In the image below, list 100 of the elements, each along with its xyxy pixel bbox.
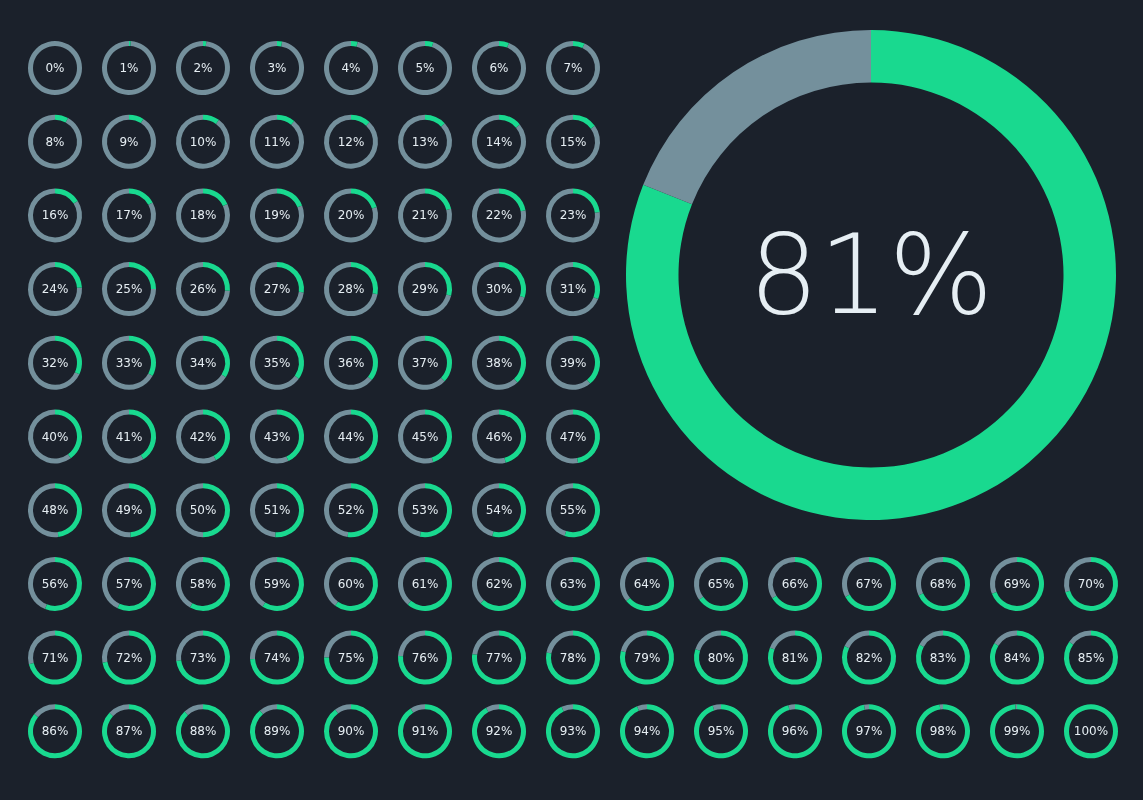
data-label: 72% bbox=[115, 650, 143, 665]
data-label: 70% bbox=[1077, 576, 1105, 591]
data-label: 67% bbox=[855, 576, 883, 591]
data-label: 92% bbox=[485, 724, 513, 739]
data-label: 100% bbox=[1073, 724, 1109, 739]
data-label: 35% bbox=[263, 355, 291, 370]
data-label: 3% bbox=[267, 61, 287, 75]
data-label: 7% bbox=[563, 61, 583, 75]
data-label: 97% bbox=[855, 724, 883, 739]
data-label: 14% bbox=[485, 134, 513, 149]
data-label: 99% bbox=[1003, 724, 1031, 739]
data-label: 37% bbox=[411, 355, 439, 370]
data-label: 8% bbox=[45, 134, 65, 149]
data-label: 1% bbox=[119, 61, 139, 75]
data-label: 68% bbox=[929, 576, 957, 591]
data-label: 41% bbox=[115, 429, 143, 444]
data-label: 64% bbox=[633, 576, 661, 591]
data-label: 58% bbox=[189, 576, 217, 591]
data-label: 22% bbox=[485, 208, 513, 223]
data-label: 89% bbox=[263, 724, 291, 739]
data-label: 28% bbox=[337, 282, 365, 297]
data-label: 76% bbox=[411, 650, 439, 665]
data-label: 5% bbox=[415, 61, 435, 75]
data-label: 45% bbox=[411, 429, 439, 444]
data-label: 24% bbox=[41, 282, 69, 297]
data-label: 69% bbox=[1003, 576, 1031, 591]
data-label: 74% bbox=[263, 650, 291, 665]
data-label: 85% bbox=[1077, 650, 1105, 665]
data-label: 65% bbox=[707, 576, 735, 591]
data-label: 4% bbox=[341, 61, 361, 75]
data-label: 46% bbox=[485, 429, 513, 444]
data-label: 36% bbox=[337, 355, 365, 370]
data-label: 98% bbox=[929, 724, 957, 739]
data-label: 96% bbox=[781, 724, 809, 739]
data-label: 30% bbox=[485, 282, 513, 297]
data-label: 90% bbox=[337, 724, 365, 739]
text: 81% bbox=[748, 211, 994, 339]
data-label: 17% bbox=[115, 208, 143, 223]
data-label: 25% bbox=[115, 282, 143, 297]
data-label: 38% bbox=[485, 355, 513, 370]
data-label: 2% bbox=[193, 61, 213, 75]
data-label: 20% bbox=[337, 208, 365, 223]
data-label: 82% bbox=[855, 650, 883, 665]
data-label: 13% bbox=[411, 134, 439, 149]
data-label: 40% bbox=[41, 429, 69, 444]
data-label: 39% bbox=[559, 355, 587, 370]
data-label: 6% bbox=[489, 61, 509, 75]
data-label: 33% bbox=[115, 355, 143, 370]
data-label: 42% bbox=[189, 429, 217, 444]
data-label: 27% bbox=[263, 282, 291, 297]
data-label: 16% bbox=[41, 208, 69, 223]
data-label: 10% bbox=[189, 134, 217, 149]
data-label: 18% bbox=[189, 208, 217, 223]
data-label: 31% bbox=[559, 282, 587, 297]
data-label: 75% bbox=[337, 650, 365, 665]
data-label: 93% bbox=[559, 724, 587, 739]
data-label: 83% bbox=[929, 650, 957, 665]
data-label: 49% bbox=[115, 503, 143, 518]
data-label: 57% bbox=[115, 576, 143, 591]
data-label: 78% bbox=[559, 650, 587, 665]
data-label: 63% bbox=[559, 576, 587, 591]
data-label: 87% bbox=[115, 724, 143, 739]
data-label: 91% bbox=[411, 724, 439, 739]
data-label: 23% bbox=[559, 208, 587, 223]
data-label: 11% bbox=[263, 134, 291, 149]
data-label: 34% bbox=[189, 355, 217, 370]
data-label: 94% bbox=[633, 724, 661, 739]
data-label: 80% bbox=[707, 650, 735, 665]
data-label: 47% bbox=[559, 429, 587, 444]
data-label: 19% bbox=[263, 208, 291, 223]
data-label: 9% bbox=[119, 134, 139, 149]
data-label: 86% bbox=[41, 724, 69, 739]
data-label: 95% bbox=[707, 724, 735, 739]
data-label: 88% bbox=[189, 724, 217, 739]
data-label: 71% bbox=[41, 650, 69, 665]
data-label: 54% bbox=[485, 503, 513, 518]
data-label: 0% bbox=[45, 61, 65, 75]
data-label: 50% bbox=[189, 503, 217, 518]
data-label: 21% bbox=[411, 208, 439, 223]
data-label: 66% bbox=[781, 576, 809, 591]
data-label: 62% bbox=[485, 576, 513, 591]
data-label: 26% bbox=[189, 282, 217, 297]
data-label: 15% bbox=[559, 134, 587, 149]
data-label: 60% bbox=[337, 576, 365, 591]
data-label: 81% bbox=[781, 650, 809, 665]
data-label: 79% bbox=[633, 650, 661, 665]
data-label: 43% bbox=[263, 429, 291, 444]
data-label: 32% bbox=[41, 355, 69, 370]
data-label: 53% bbox=[411, 503, 439, 518]
data-label: 56% bbox=[41, 576, 69, 591]
data-label: 51% bbox=[263, 503, 291, 518]
data-label: 44% bbox=[337, 429, 365, 444]
data-label: 61% bbox=[411, 576, 439, 591]
data-label: 12% bbox=[337, 134, 365, 149]
data-label: 77% bbox=[485, 650, 513, 665]
data-label: 29% bbox=[411, 282, 439, 297]
data-label: 59% bbox=[263, 576, 291, 591]
data-label: 48% bbox=[41, 503, 69, 518]
data-label: 55% bbox=[559, 503, 587, 518]
data-label: 84% bbox=[1003, 650, 1031, 665]
